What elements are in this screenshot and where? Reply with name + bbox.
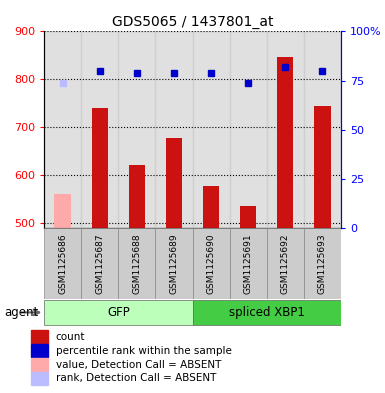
Text: GFP: GFP <box>107 306 130 319</box>
Text: GSM1125687: GSM1125687 <box>95 233 104 294</box>
Bar <box>229 31 266 228</box>
Bar <box>304 31 341 228</box>
Text: GSM1125686: GSM1125686 <box>58 233 67 294</box>
FancyBboxPatch shape <box>304 228 341 299</box>
Bar <box>277 57 293 228</box>
Bar <box>192 31 229 228</box>
Text: rank, Detection Call = ABSENT: rank, Detection Call = ABSENT <box>56 373 216 383</box>
FancyBboxPatch shape <box>81 228 119 299</box>
Text: spliced XBP1: spliced XBP1 <box>229 306 305 319</box>
Bar <box>314 106 331 228</box>
Bar <box>31 372 48 385</box>
Bar <box>166 138 182 228</box>
Text: GSM1125692: GSM1125692 <box>281 233 290 294</box>
Text: GSM1125690: GSM1125690 <box>206 233 216 294</box>
Bar <box>240 206 256 228</box>
Text: count: count <box>56 332 85 342</box>
Text: GSM1125688: GSM1125688 <box>132 233 141 294</box>
Title: GDS5065 / 1437801_at: GDS5065 / 1437801_at <box>112 15 273 29</box>
Bar <box>31 358 48 371</box>
Text: GSM1125693: GSM1125693 <box>318 233 327 294</box>
Bar <box>119 31 156 228</box>
FancyBboxPatch shape <box>229 228 267 299</box>
FancyBboxPatch shape <box>192 300 341 325</box>
Text: GSM1125691: GSM1125691 <box>244 233 253 294</box>
FancyBboxPatch shape <box>44 228 81 299</box>
Bar <box>31 344 48 357</box>
Text: agent: agent <box>4 306 38 319</box>
Bar <box>81 31 119 228</box>
Text: value, Detection Call = ABSENT: value, Detection Call = ABSENT <box>56 360 221 369</box>
Bar <box>31 330 48 343</box>
Bar <box>203 186 219 228</box>
Bar <box>92 108 108 228</box>
FancyBboxPatch shape <box>267 228 304 299</box>
Bar <box>267 31 304 228</box>
Bar <box>54 195 71 228</box>
Bar <box>156 31 192 228</box>
FancyBboxPatch shape <box>192 228 229 299</box>
Bar <box>44 31 81 228</box>
Bar <box>129 165 145 228</box>
FancyBboxPatch shape <box>44 300 192 325</box>
FancyBboxPatch shape <box>119 228 156 299</box>
Text: percentile rank within the sample: percentile rank within the sample <box>56 346 232 356</box>
Text: GSM1125689: GSM1125689 <box>169 233 179 294</box>
FancyBboxPatch shape <box>156 228 192 299</box>
